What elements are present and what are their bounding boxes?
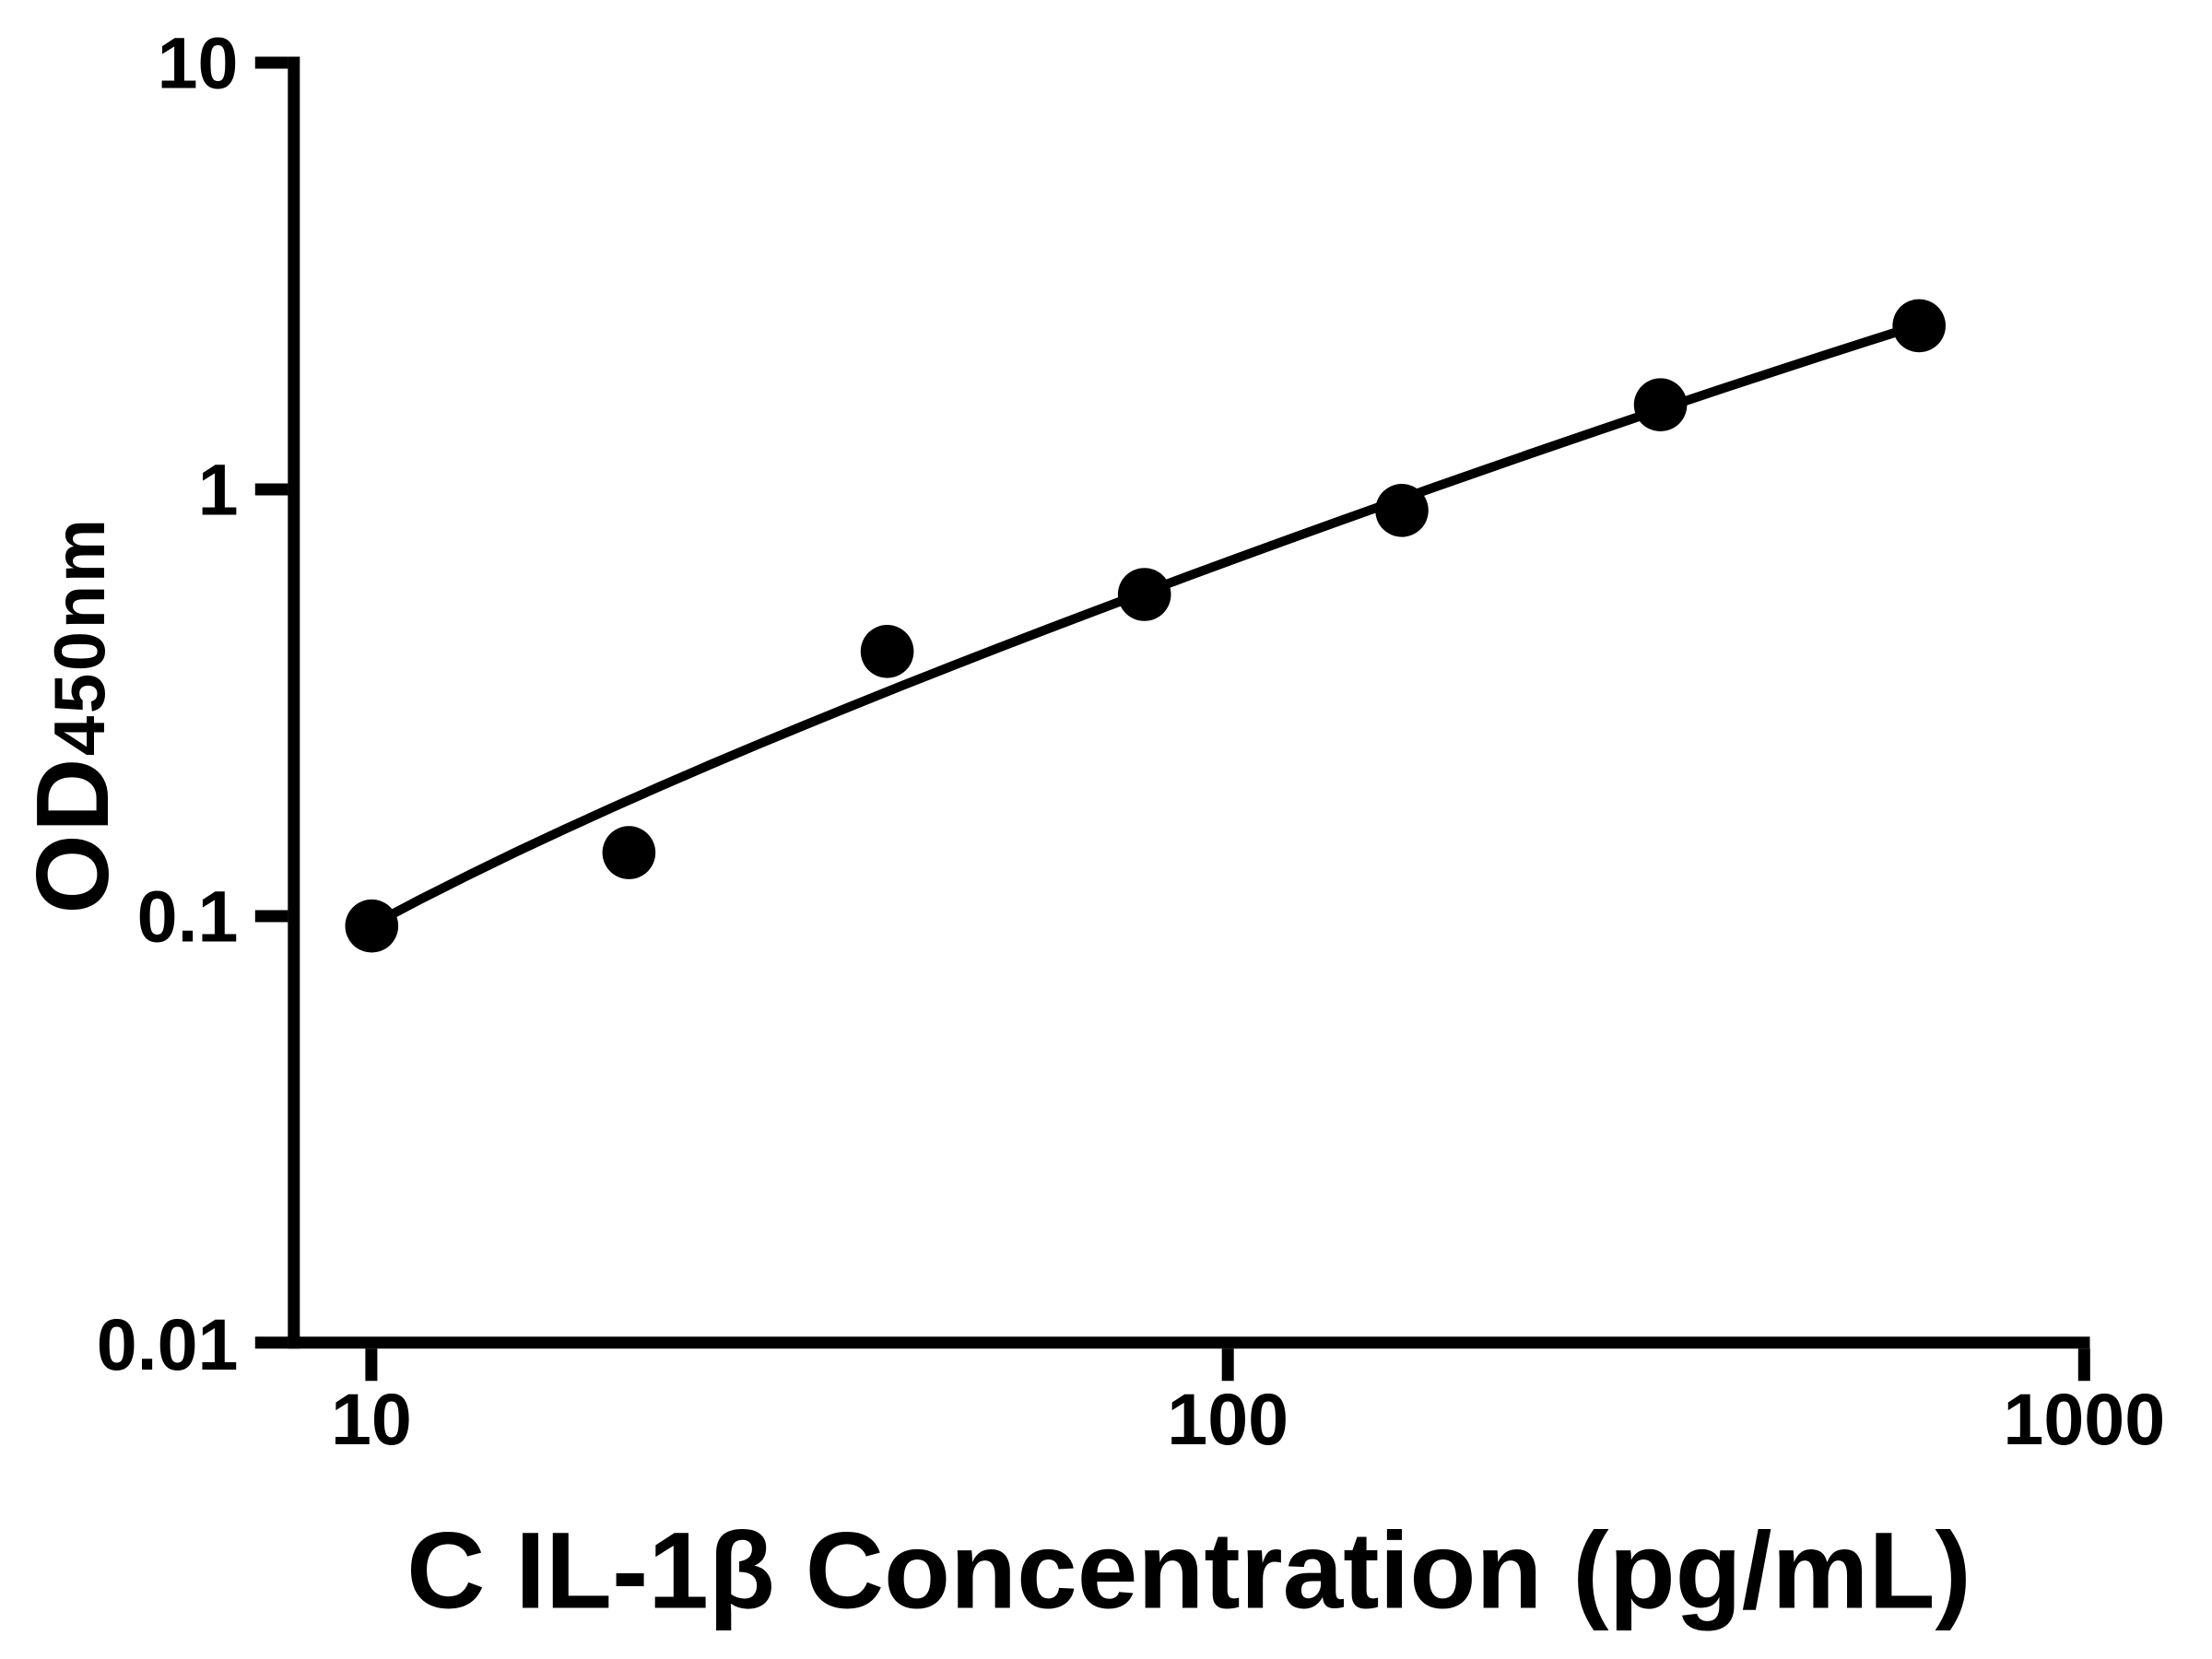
svg-text:1: 1 xyxy=(198,448,239,530)
svg-text:OD450nm: OD450nm xyxy=(16,516,130,913)
svg-text:0.01: 0.01 xyxy=(97,1303,239,1385)
svg-text:1000: 1000 xyxy=(2003,1378,2165,1460)
svg-text:0.1: 0.1 xyxy=(137,875,239,957)
svg-text:10: 10 xyxy=(158,21,239,103)
svg-text:100: 100 xyxy=(1167,1378,1288,1460)
svg-text:10: 10 xyxy=(331,1378,412,1460)
svg-text:C IL-1β Concentration (pg/mL): C IL-1β Concentration (pg/mL) xyxy=(406,1511,1971,1632)
